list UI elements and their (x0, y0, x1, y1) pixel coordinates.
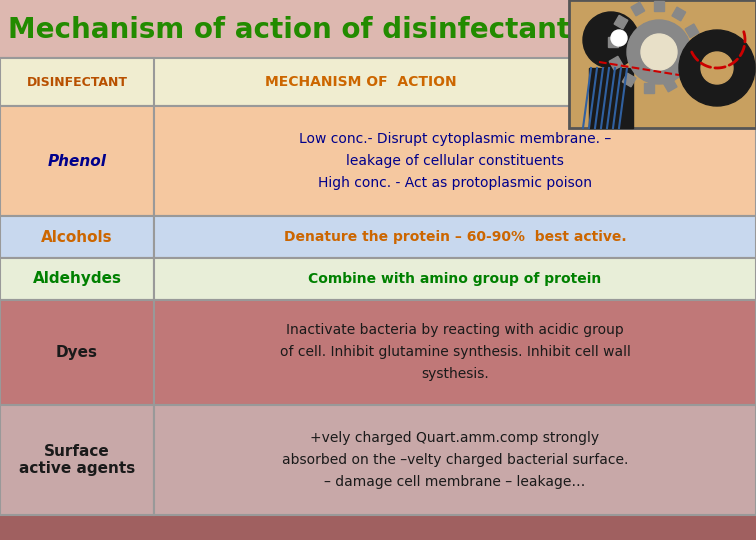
Bar (154, 300, 756, 405)
Bar (154, 106, 756, 216)
Bar (0, 405, 154, 515)
Bar (0, 58, 756, 106)
Text: Phenol: Phenol (48, 153, 107, 168)
Circle shape (627, 20, 691, 84)
Circle shape (645, 38, 673, 66)
Circle shape (701, 52, 733, 84)
Circle shape (679, 30, 755, 106)
Text: Mechanism of action of disinfectants: Mechanism of action of disinfectants (8, 16, 587, 44)
Text: Inactivate bacteria by reacting with acidic group: Inactivate bacteria by reacting with aci… (286, 323, 624, 337)
Text: – damage cell membrane – leakage…: – damage cell membrane – leakage… (324, 475, 586, 489)
Text: +vely charged Quart.amm.comp strongly: +vely charged Quart.amm.comp strongly (311, 431, 600, 445)
Bar (654, 1, 664, 11)
Circle shape (583, 12, 639, 68)
Circle shape (641, 34, 677, 70)
Bar (690, 47, 700, 57)
Bar (608, 37, 618, 47)
Bar (631, 2, 645, 16)
Text: DISINFECTANT: DISINFECTANT (26, 76, 128, 89)
Bar (0, 258, 154, 300)
Bar (609, 56, 623, 70)
Text: Combine with amino group of protein: Combine with amino group of protein (308, 272, 602, 286)
Text: Alcohols: Alcohols (41, 230, 113, 245)
Bar (0, 216, 154, 258)
Bar (0, 0, 756, 58)
Text: Low conc.- Disrupt cytoplasmic membrane. –: Low conc.- Disrupt cytoplasmic membrane.… (299, 132, 611, 146)
Bar (680, 65, 694, 79)
Bar (0, 106, 154, 216)
Bar (154, 258, 756, 300)
Text: systhesis.: systhesis. (421, 367, 489, 381)
Bar (0, 300, 154, 405)
Text: High conc. - Act as protoplasmic poison: High conc. - Act as protoplasmic poison (318, 176, 592, 190)
Text: leakage of cellular constituents: leakage of cellular constituents (346, 154, 564, 168)
Bar (589, 68, 633, 128)
Text: absorbed on the –velty charged bacterial surface.: absorbed on the –velty charged bacterial… (282, 453, 628, 467)
Text: Aldehydes: Aldehydes (33, 272, 122, 287)
Bar (685, 24, 699, 38)
Bar (154, 405, 756, 515)
Bar (622, 73, 636, 87)
Bar (663, 78, 677, 92)
Text: Denature the protein – 60-90%  best active.: Denature the protein – 60-90% best activ… (284, 230, 626, 244)
Text: Dyes: Dyes (56, 345, 98, 360)
Bar (569, 0, 756, 128)
Bar (154, 216, 756, 258)
Bar (672, 7, 686, 21)
Bar (644, 83, 654, 93)
Text: of cell. Inhibit glutamine synthesis. Inhibit cell wall: of cell. Inhibit glutamine synthesis. In… (280, 345, 631, 359)
Bar (614, 15, 627, 29)
Circle shape (611, 30, 627, 46)
Text: Surface
active agents: Surface active agents (19, 444, 135, 476)
Bar (0, 58, 154, 106)
Text: MECHANISM OF  ACTION: MECHANISM OF ACTION (265, 75, 457, 89)
